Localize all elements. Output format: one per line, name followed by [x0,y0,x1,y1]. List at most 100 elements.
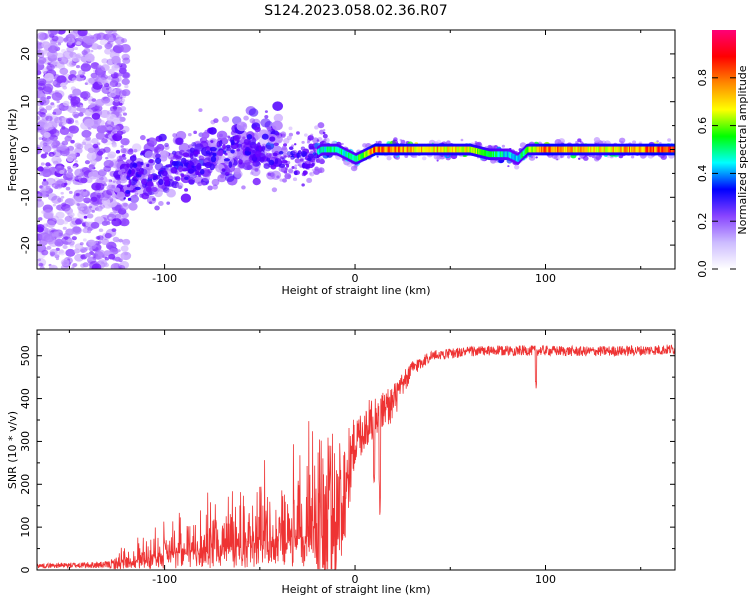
spectral-blob [79,242,84,246]
spectral-blob [52,203,57,207]
spectral-blob [65,171,74,178]
spectral-blob [189,153,194,159]
spectral-blob [44,73,54,81]
spectral-blob [375,140,378,143]
spectral-blob [41,99,47,104]
ridge-core [410,146,413,153]
spectral-blob [114,256,121,262]
spectral-blob [38,96,50,106]
spectral-blob [164,179,170,186]
spectral-blob [75,53,82,59]
spectral-blob [236,148,240,152]
spectral-blob [120,137,130,146]
spectral-blob [95,249,106,258]
spectral-blob [144,150,154,159]
spectral-blob [174,151,183,159]
spectral-blob [118,265,126,269]
spectral-blob [52,215,59,221]
spectral-blob [84,108,94,117]
spectral-blob [244,159,251,166]
figure-title: S124.2023.058.02.36.R07 [264,3,447,19]
ridge-core [371,147,374,154]
ridge-core [654,146,657,153]
ridge-core [332,146,335,153]
spectral-blob [283,143,288,147]
spectral-blob [75,193,80,197]
ridge-core [544,146,547,153]
ridge-core [570,146,573,153]
spectral-blob [47,193,58,201]
spectral-blob [619,137,626,144]
spectral-blob [304,133,308,137]
spectral-blob [317,157,325,164]
spectral-blob [107,151,117,159]
snr-series [37,344,675,570]
ridge-core [486,150,489,157]
ridge-core [552,146,555,153]
spectral-blob [133,163,137,167]
ridge-core [587,146,590,153]
ridge-core [602,146,605,153]
ridge-core [434,146,437,153]
ridge-core [383,146,386,153]
ridge-core [459,146,462,153]
spectral-blob [514,164,520,170]
ridge-core [406,146,409,153]
ridge-core [463,146,466,153]
ridge-core [638,146,641,153]
spectral-blob [42,145,52,153]
ridge-core [368,149,371,156]
spectral-blob [264,110,268,113]
spectral-blob [37,115,41,121]
ridge-core [500,151,503,158]
spectral-blob [308,153,314,159]
ridge-core [590,146,593,153]
spectral-blob [116,155,124,162]
ridge-core [328,146,331,153]
spectral-blob [95,106,99,110]
spectral-blob [282,178,287,183]
ridge-core [625,146,628,153]
spectral-blob [107,135,112,139]
spectral-blob [291,166,295,169]
spectral-blob [111,64,121,72]
spectral-blob [507,165,510,168]
spectral-blob [154,157,162,164]
spectral-blob [37,197,42,202]
spectral-blob [279,178,284,182]
spectral-blob [280,159,288,164]
ridge-core [527,146,530,153]
spectral-blob [121,89,131,97]
ridge-core [387,146,390,153]
ridge-core [415,146,418,153]
ridge-core [523,149,526,156]
spectral-blob [288,126,293,131]
ridge-core [650,146,653,153]
ridge-core [495,151,498,158]
ridge-core [534,146,537,153]
spectral-blob [219,174,225,179]
spectral-blob [158,201,164,206]
spectral-blob [205,150,211,155]
spectral-blob [37,191,43,197]
ridge-core [530,146,533,153]
ridge-core [627,146,630,153]
spectral-blob [184,176,189,180]
spectral-blob [50,153,54,157]
spectral-blob [87,239,96,246]
spectral-blob [208,127,217,135]
spectral-blob [98,228,104,233]
spectral-blob [41,41,51,49]
ridge-core [639,146,642,153]
spectral-blob [593,137,601,143]
ridge-core [386,146,389,153]
spectral-blob [107,120,112,125]
spectral-blob [198,108,203,112]
spectral-blob [202,155,214,165]
spectral-blob [90,196,98,202]
spectral-blob [191,142,197,147]
spectral-blob [111,30,117,33]
ridge-core [547,146,550,153]
ridge-core [524,148,527,154]
ridge-core [586,146,589,153]
